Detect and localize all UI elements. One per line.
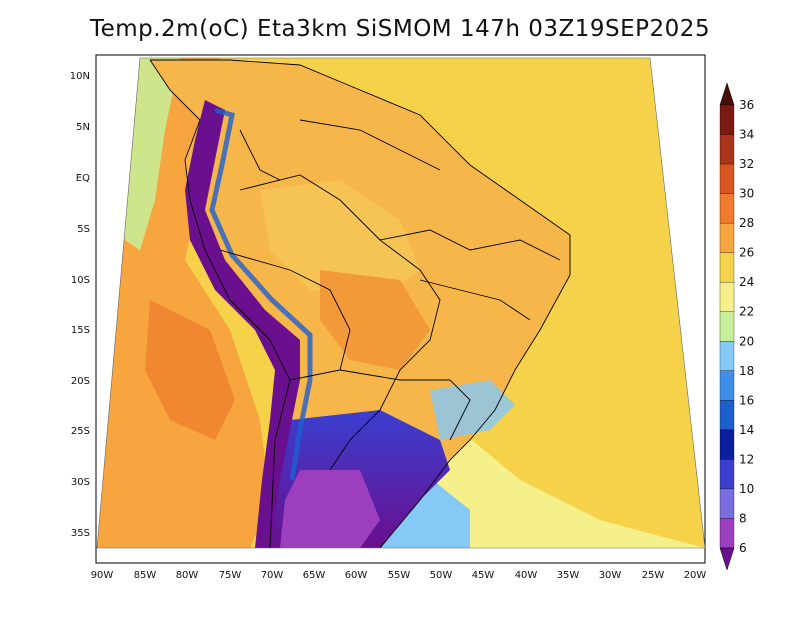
domain-outline <box>96 57 706 549</box>
colorbar-segment <box>719 429 735 460</box>
lon-label: 40W <box>515 570 538 581</box>
southeast-cool-patch <box>430 380 515 440</box>
colorbar-top-arrow <box>719 82 735 106</box>
longitude-axis: 90W 85W 80W 75W 70W 65W 60W 55W 50W 45W … <box>91 570 707 581</box>
colorbar-label: 32 <box>739 157 754 171</box>
lat-label: 10N <box>70 71 90 82</box>
map-title: Temp.2m(oC) Eta3km SiSMOM 147h 03Z19SEP2… <box>89 16 711 42</box>
colorbar-label: 34 <box>739 128 754 142</box>
colorbar-label: 18 <box>739 364 754 378</box>
pacific-warm-core <box>145 300 235 440</box>
lon-label: 85W <box>134 570 157 581</box>
colorbar-label: 36 <box>739 98 754 112</box>
colorbar-segment <box>719 488 735 519</box>
colorbar-bottom-arrow <box>719 547 735 571</box>
colorbar-label: 8 <box>739 511 747 525</box>
colorbar-label: 16 <box>739 393 754 407</box>
lon-label: 65W <box>303 570 326 581</box>
colorbar-label: 10 <box>739 482 754 496</box>
andes-cold-ridge <box>185 100 300 548</box>
lat-label: 30S <box>71 477 90 488</box>
colorbar-segment <box>719 163 735 194</box>
lon-label: 45W <box>472 570 495 581</box>
lat-label: 35S <box>71 528 90 539</box>
colorbar-segment <box>719 222 735 253</box>
colorbar-segment <box>719 400 735 431</box>
lat-label: 15S <box>71 325 90 336</box>
colorbar-label: 26 <box>739 246 754 260</box>
lon-label: 80W <box>176 570 199 581</box>
amazon-warm-patch <box>260 180 420 300</box>
lon-label: 25W <box>642 570 665 581</box>
lon-label: 50W <box>430 570 453 581</box>
colorbar: 6 8 10 12 14 16 18 20 22 24 26 28 30 32 34 36 <box>719 82 754 571</box>
central-brazil-hot-patch <box>320 270 430 370</box>
lat-label: EQ <box>76 173 90 184</box>
colorbar-segment <box>719 518 735 549</box>
lon-label: 90W <box>91 570 114 581</box>
colorbar-label: 20 <box>739 334 754 348</box>
lat-label: 20S <box>71 376 90 387</box>
colorbar-segment <box>719 134 735 165</box>
colorbar-label: 14 <box>739 423 754 437</box>
colorbar-label: 28 <box>739 216 754 230</box>
colorbar-label: 22 <box>739 305 754 319</box>
lat-label: 25S <box>71 426 90 437</box>
colorbar-segment <box>719 311 735 342</box>
lon-label: 55W <box>388 570 411 581</box>
lon-label: 60W <box>345 570 368 581</box>
lon-label: 35W <box>557 570 580 581</box>
lon-label: 20W <box>684 570 707 581</box>
latitude-axis: 10N 5N EQ 5S 10S 15S 20S 25S 30S 35S <box>70 71 90 539</box>
colorbar-segment <box>719 341 735 371</box>
country-borders <box>149 59 571 548</box>
colorbar-segment <box>719 193 735 224</box>
pampas-cold-core <box>280 470 380 548</box>
lat-label: 5S <box>77 224 90 235</box>
colorbar-segment <box>719 282 735 312</box>
lat-label: 5N <box>76 122 90 133</box>
colorbar-segment <box>719 459 735 490</box>
colorbar-label: 6 <box>739 541 747 555</box>
colorbar-label: 12 <box>739 452 754 466</box>
colorbar-segment <box>719 104 735 135</box>
lon-label: 30W <box>599 570 622 581</box>
colorbar-label: 24 <box>739 275 754 289</box>
lon-label: 75W <box>219 570 242 581</box>
lon-label: 70W <box>261 570 284 581</box>
colorbar-segment <box>719 370 735 401</box>
colorbar-segment <box>719 252 735 283</box>
colorbar-label: 30 <box>739 187 754 201</box>
lat-label: 10S <box>71 275 90 286</box>
andes-edge <box>209 107 313 481</box>
